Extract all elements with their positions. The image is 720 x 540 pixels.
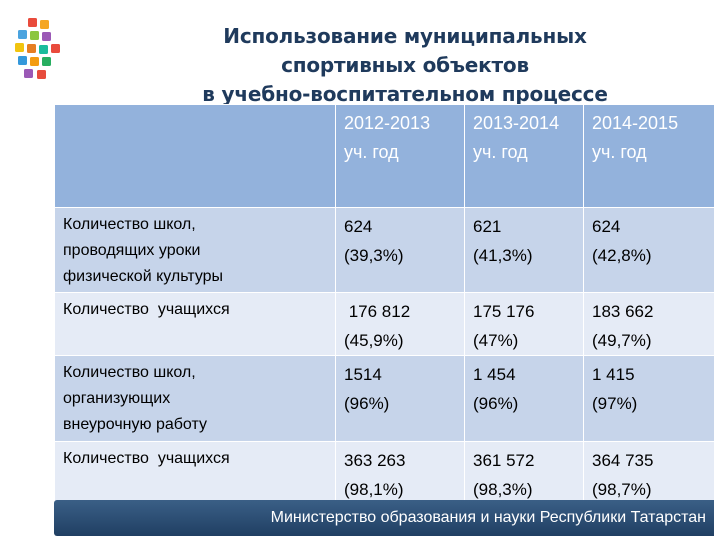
cell-value: 624: [344, 217, 373, 236]
cell-percent: (97%): [592, 394, 638, 413]
cell-percent: (96%): [473, 394, 519, 413]
table-cell: 621 (41,3%): [464, 207, 584, 293]
cell-value: 363 263: [344, 451, 406, 470]
table-header-row: 2012-2013 уч. год 2013-2014 уч. год 2014…: [54, 104, 715, 208]
table-row: Количество учащихся 363 263 (98,1%) 361 …: [54, 441, 715, 505]
cell-value: 1514: [344, 365, 382, 384]
cell-percent: (96%): [344, 394, 390, 413]
cell-percent: (98,1%): [344, 480, 404, 499]
row-label: Количество школ, проводящих уроки физиче…: [54, 207, 336, 293]
cell-percent: (98,3%): [473, 480, 533, 499]
header-year: 2014-2015: [592, 113, 679, 133]
header-cell: 2012-2013 уч. год: [335, 104, 465, 208]
cell-value: 175 176: [473, 302, 535, 321]
table-cell: 361 572 (98,3%): [464, 441, 584, 505]
row-label-line: Количество учащихся: [63, 301, 230, 318]
cell-percent: (45,9%): [344, 331, 404, 350]
header-year: 2013-2014: [473, 113, 560, 133]
cell-value: 183 662: [592, 302, 654, 321]
header-unit: уч. год: [592, 142, 647, 162]
header-cell: 2013-2014 уч. год: [464, 104, 584, 208]
table-cell: 624 (39,3%): [335, 207, 465, 293]
cell-value: 364 735: [592, 451, 654, 470]
footer-bar: Министерство образования и науки Республ…: [54, 500, 714, 536]
ministry-logo: [15, 18, 60, 79]
header-empty-cell: [54, 104, 336, 208]
cell-percent: (41,3%): [473, 246, 533, 265]
table-cell: 176 812 (45,9%): [335, 292, 465, 356]
table-cell: 364 735 (98,7%): [583, 441, 715, 505]
header-year: 2012-2013: [344, 113, 431, 133]
row-label: Количество учащихся: [54, 292, 336, 356]
title-line-3: в учебно-воспитательном процессе: [202, 82, 608, 106]
cell-value: 361 572: [473, 451, 535, 470]
row-label-line: внеурочную работу: [63, 416, 207, 433]
row-label-line: Количество школ,: [63, 364, 196, 381]
cell-value: 1 454: [473, 365, 516, 384]
table-cell: 624 (42,8%): [583, 207, 715, 293]
table-row: Количество школ, проводящих уроки физиче…: [54, 207, 715, 293]
row-label: Количество школ, организующих внеурочную…: [54, 355, 336, 442]
header-unit: уч. год: [344, 142, 399, 162]
row-label-line: физической культуры: [63, 268, 224, 285]
cell-value: 624: [592, 217, 621, 236]
row-label-line: Количество школ,: [63, 216, 196, 233]
table-cell: 1 415 (97%): [583, 355, 715, 442]
cell-value: 621: [473, 217, 502, 236]
cell-value: 176 812: [344, 302, 411, 321]
cell-percent: (39,3%): [344, 246, 404, 265]
table-cell: 1514 (96%): [335, 355, 465, 442]
cell-value: 1 415: [592, 365, 635, 384]
row-label-line: Количество учащихся: [63, 450, 230, 467]
footer-text: Министерство образования и науки Республ…: [270, 509, 706, 526]
table-cell: 183 662 (49,7%): [583, 292, 715, 356]
row-label: Количество учащихся: [54, 441, 336, 505]
row-label-line: организующих: [63, 390, 171, 407]
row-label-line: проводящих уроки: [63, 242, 201, 259]
header-unit: уч. год: [473, 142, 528, 162]
title-line-2: спортивных объектов: [281, 53, 529, 77]
slide-title: Использование муниципальных спортивных о…: [120, 22, 690, 109]
table-cell: 363 263 (98,1%): [335, 441, 465, 505]
title-line-1: Использование муниципальных: [223, 24, 587, 48]
cell-percent: (47%): [473, 331, 519, 350]
header-cell: 2014-2015 уч. год: [583, 104, 715, 208]
table-row: Количество учащихся 176 812 (45,9%) 175 …: [54, 292, 715, 356]
table-row: Количество школ, организующих внеурочную…: [54, 355, 715, 442]
cell-percent: (42,8%): [592, 246, 652, 265]
cell-percent: (49,7%): [592, 331, 652, 350]
table-cell: 1 454 (96%): [464, 355, 584, 442]
table-cell: 175 176 (47%): [464, 292, 584, 356]
statistics-table: 2012-2013 уч. год 2013-2014 уч. год 2014…: [54, 104, 715, 505]
cell-percent: (98,7%): [592, 480, 652, 499]
